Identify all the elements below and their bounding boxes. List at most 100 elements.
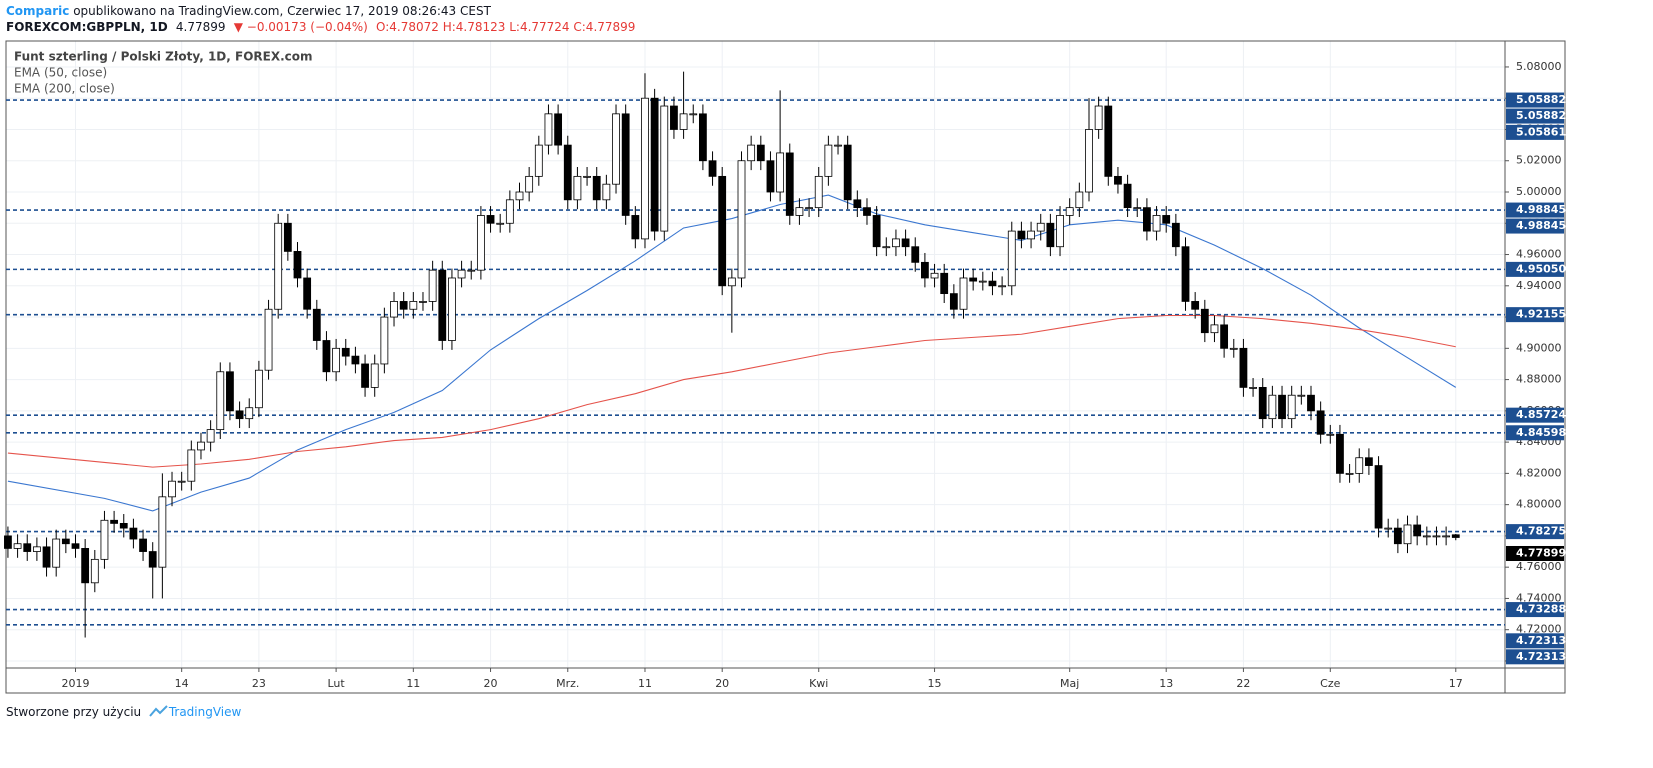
- legend-entry: EMA (200, close): [14, 82, 115, 96]
- candle-body: [959, 277, 968, 310]
- candle-body: [737, 160, 746, 279]
- y-tick-label: 5.04000: [1516, 122, 1562, 135]
- candle-body: [1268, 394, 1277, 420]
- candle-body: [486, 215, 495, 224]
- y-tick-label: 4.96000: [1516, 248, 1562, 261]
- x-tick-label: 20: [484, 677, 498, 690]
- ohlc: O:4.78072 H:4.78123 L:4.77724 C:4.77899: [376, 20, 636, 34]
- candle-body: [1027, 230, 1035, 240]
- candle-body: [872, 215, 881, 248]
- candle-body: [1181, 246, 1190, 302]
- footer: Stworzone przy użyciu TradingView: [6, 704, 245, 719]
- y-tick-label: 4.70000: [1516, 654, 1562, 667]
- candle-body: [892, 238, 900, 248]
- candle-body: [1104, 105, 1113, 177]
- level-label-box: [1506, 524, 1564, 540]
- candle-body: [1355, 457, 1364, 474]
- candle-body: [940, 272, 949, 295]
- candle-body: [322, 340, 331, 373]
- y-tick-label: 5.02000: [1516, 154, 1562, 167]
- candle-body: [71, 543, 80, 549]
- candle-body: [312, 308, 321, 341]
- candle-body: [747, 144, 756, 162]
- candle-body: [197, 441, 205, 451]
- level-label: 5.05882: [1516, 109, 1566, 122]
- candle-body: [708, 160, 717, 177]
- x-tick-label: 14: [175, 677, 189, 690]
- level-label: 4.92155: [1516, 308, 1566, 321]
- candle-body: [795, 207, 804, 216]
- y-tick-label: 4.90000: [1516, 341, 1562, 354]
- candle-body: [351, 355, 360, 365]
- candle-body: [1316, 410, 1325, 435]
- y-tick-label: 4.94000: [1516, 279, 1562, 292]
- candle-body: [978, 280, 987, 283]
- candle-body: [274, 222, 283, 310]
- candle-body: [1287, 394, 1296, 420]
- y-tick-label: 5.08000: [1516, 60, 1562, 73]
- y-tick-label: 4.78000: [1516, 529, 1562, 542]
- candle-body: [525, 175, 534, 193]
- level-label: 4.98845: [1516, 219, 1566, 232]
- candle-body: [129, 527, 138, 540]
- legend-entry: EMA (50, close): [14, 66, 107, 80]
- candle-body: [380, 316, 389, 365]
- y-tick-label: 4.88000: [1516, 373, 1562, 386]
- level-label-box: [1506, 602, 1564, 618]
- candle-body: [1210, 324, 1219, 334]
- candle-body: [1345, 472, 1354, 475]
- logo: [149, 705, 168, 717]
- candle-body: [1413, 524, 1422, 537]
- candle-body: [1220, 324, 1229, 349]
- footer-brand[interactable]: TradingView: [168, 705, 242, 719]
- published: opublikowano na TradingView.com, Czerwie…: [73, 4, 491, 18]
- ema-line: [7, 194, 1457, 512]
- last-price: 4.77899: [175, 20, 226, 34]
- level-label-box: [1506, 92, 1564, 108]
- x-tick-label: 13: [1159, 677, 1173, 690]
- publisher[interactable]: Comparic: [6, 4, 70, 18]
- candle-body: [303, 277, 312, 310]
- candle-body: [158, 496, 167, 568]
- level-label-box: [1506, 124, 1564, 140]
- candle-body: [457, 269, 466, 279]
- candle-body: [1307, 394, 1315, 412]
- candle-body: [100, 519, 109, 560]
- x-tick-label: Lut: [327, 677, 345, 690]
- candle-body: [1249, 387, 1257, 389]
- candle-body: [226, 371, 234, 412]
- candle-body: [949, 293, 958, 310]
- candle-body: [969, 277, 978, 282]
- candle-body: [641, 97, 649, 240]
- candle-body: [341, 347, 350, 357]
- candle-body: [544, 113, 553, 146]
- candle-body: [1152, 215, 1161, 232]
- candle-body: [515, 191, 524, 201]
- level-label-box: [1506, 108, 1564, 124]
- candle-body: [235, 410, 244, 420]
- level-label: 5.05882: [1516, 93, 1566, 106]
- candle-body: [1162, 215, 1171, 224]
- candle-body: [1432, 535, 1441, 538]
- candle-body: [1239, 347, 1248, 388]
- candle-body: [254, 369, 263, 409]
- candle-body: [631, 215, 640, 240]
- candle-body: [23, 543, 32, 552]
- candle-body: [32, 546, 41, 552]
- candle-body: [650, 97, 659, 232]
- candle-body: [998, 285, 1007, 288]
- candle-body: [1036, 222, 1045, 232]
- candle-body: [670, 105, 678, 130]
- candle-body: [679, 113, 688, 130]
- candle-body: [361, 363, 369, 388]
- y-tick-label: 5.06000: [1516, 91, 1562, 104]
- candle-body: [42, 546, 51, 568]
- candle-body: [843, 144, 852, 201]
- candle-body: [573, 175, 582, 201]
- y-tick-label: 4.72000: [1516, 623, 1562, 636]
- candle-body: [1384, 527, 1393, 530]
- candle-body: [1114, 175, 1122, 185]
- y-tick-label: 4.76000: [1516, 560, 1562, 573]
- level-label: 4.85724: [1516, 408, 1566, 421]
